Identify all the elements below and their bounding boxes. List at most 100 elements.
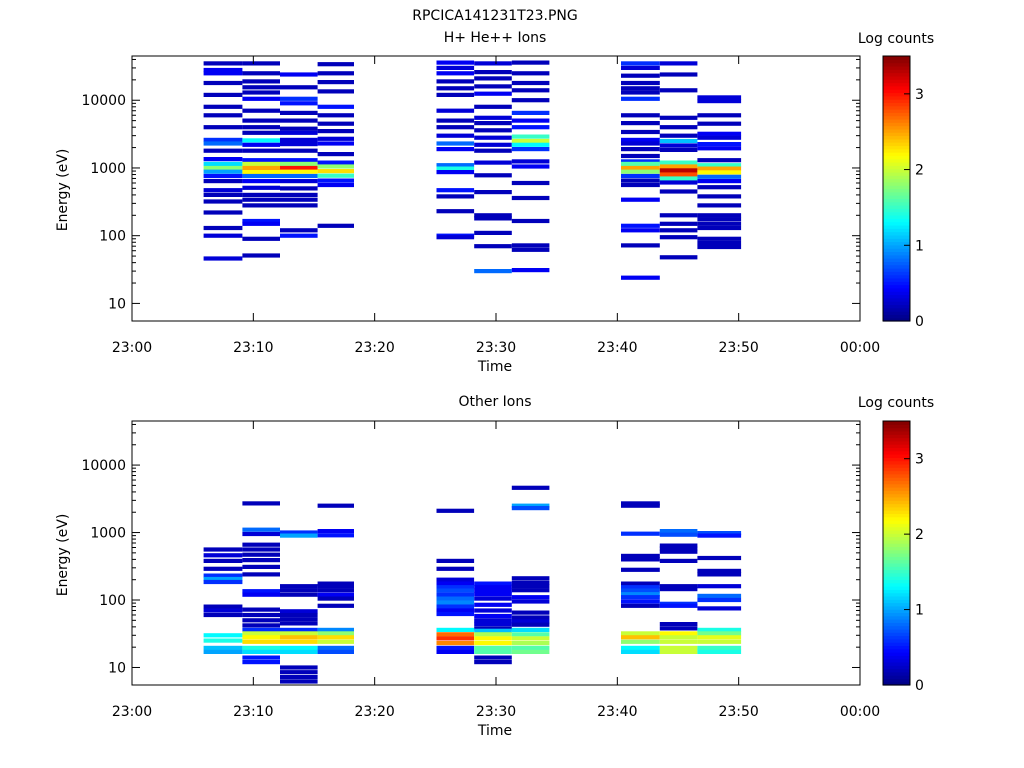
heatmap-cells bbox=[203, 60, 742, 280]
heatmap-cell bbox=[621, 137, 660, 142]
heatmap-cell bbox=[474, 649, 512, 654]
heatmap-cell bbox=[436, 209, 475, 214]
heatmap-cell bbox=[659, 160, 698, 165]
heatmap-cell bbox=[511, 218, 550, 224]
heatmap-cell bbox=[474, 216, 512, 221]
colorbar-segment bbox=[883, 65, 910, 70]
colorbar-segment bbox=[883, 582, 910, 587]
colorbar-segment bbox=[883, 208, 910, 213]
heatmap-cell bbox=[203, 141, 243, 146]
heatmap-cell bbox=[203, 649, 243, 654]
colorbar-segment bbox=[883, 586, 910, 590]
heatmap-cell bbox=[436, 577, 475, 582]
heatmap-cell bbox=[436, 133, 475, 138]
heatmap-cell bbox=[697, 236, 742, 241]
colorbar-segment bbox=[883, 201, 910, 206]
heatmap-cell bbox=[203, 92, 243, 97]
colorbar-segment bbox=[883, 559, 910, 564]
heatmap-cell bbox=[280, 169, 318, 174]
heatmap-cell bbox=[621, 173, 660, 179]
x-axis-label: Time bbox=[477, 359, 512, 375]
heatmap-cell bbox=[242, 612, 280, 618]
heatmap-cell bbox=[474, 269, 512, 274]
heatmap-cell bbox=[242, 558, 280, 563]
colorbar-segment bbox=[883, 311, 910, 315]
colorbar-segment bbox=[883, 473, 910, 478]
colorbar-segment bbox=[883, 454, 910, 458]
heatmap-cell bbox=[659, 115, 698, 120]
heatmap-cell bbox=[203, 566, 243, 571]
heatmap-cell bbox=[697, 597, 742, 603]
heatmap-cell bbox=[697, 131, 742, 136]
heatmap-cell bbox=[203, 547, 243, 552]
heatmap-cell bbox=[697, 166, 742, 171]
heatmap-cell bbox=[242, 158, 280, 163]
heatmap-cell bbox=[203, 137, 243, 142]
colorbar-segment bbox=[883, 665, 910, 670]
heatmap-cell bbox=[203, 148, 243, 153]
heatmap-cell bbox=[317, 584, 354, 589]
heatmap-cell bbox=[474, 645, 512, 650]
colorbar-segment bbox=[883, 671, 910, 676]
colorbar-segment bbox=[883, 496, 910, 501]
heatmap-cell bbox=[280, 110, 318, 115]
heatmap-cell bbox=[436, 604, 475, 609]
heatmap-cell bbox=[436, 60, 475, 65]
heatmap-cell bbox=[474, 61, 512, 66]
heatmap-cell bbox=[511, 580, 550, 585]
heatmap-cell bbox=[317, 631, 354, 636]
heatmap-cell bbox=[621, 553, 660, 558]
heatmap-cell bbox=[621, 129, 660, 135]
colorbar-segment bbox=[883, 181, 910, 186]
colorbar-segment bbox=[883, 317, 910, 322]
colorbar-segment bbox=[883, 490, 910, 495]
colorbar-segment bbox=[883, 533, 910, 538]
heatmap-cell bbox=[436, 92, 475, 97]
heatmap-cell bbox=[697, 221, 742, 226]
colorbar: 0 1 2 3 bbox=[882, 420, 924, 694]
heatmap-cell bbox=[697, 533, 742, 538]
heatmap-cell bbox=[280, 631, 318, 636]
heatmap-cell bbox=[280, 588, 318, 593]
colorbar-segment bbox=[883, 221, 910, 226]
heatmap-cell bbox=[280, 621, 318, 626]
heatmap-cell bbox=[203, 579, 243, 585]
heatmap-cell bbox=[474, 128, 512, 133]
heatmap-cell bbox=[474, 588, 512, 593]
heatmap-cell bbox=[511, 134, 550, 139]
heatmap-cell bbox=[280, 72, 318, 77]
heatmap-cell bbox=[621, 243, 660, 248]
y-tick-label: 10000 bbox=[81, 458, 126, 474]
heatmap-cell bbox=[474, 596, 512, 601]
heatmap-cell bbox=[511, 595, 550, 600]
heatmap-cell bbox=[280, 158, 318, 163]
heatmap-cell bbox=[317, 533, 354, 538]
colorbar-segment bbox=[883, 553, 910, 557]
heatmap-cell bbox=[436, 166, 475, 171]
colorbar-segment bbox=[883, 576, 910, 580]
colorbar-segment bbox=[883, 572, 910, 577]
heatmap-cell bbox=[242, 96, 280, 101]
heatmap-cell bbox=[280, 533, 318, 538]
heatmap-cell bbox=[659, 645, 698, 650]
colorbar-segment bbox=[883, 628, 910, 633]
heatmap-cell bbox=[317, 160, 354, 165]
heatmap-cell bbox=[317, 80, 354, 85]
panel-title: H+ He++ Ions bbox=[444, 30, 547, 46]
heatmap-cell bbox=[511, 641, 550, 646]
colorbar-segment bbox=[883, 211, 910, 216]
colorbar-segment bbox=[883, 513, 910, 518]
colorbar-segment bbox=[883, 595, 910, 600]
colorbar-segment bbox=[883, 142, 910, 147]
colorbar-segment bbox=[883, 655, 910, 660]
heatmap-cell bbox=[659, 235, 698, 240]
heatmap-cell bbox=[474, 230, 512, 235]
heatmap-cell bbox=[317, 178, 354, 183]
heatmap-cell bbox=[697, 95, 742, 100]
heatmap-cell bbox=[280, 584, 318, 589]
heatmap-cell bbox=[203, 179, 243, 184]
colorbar-segment bbox=[883, 261, 910, 266]
colorbar-segment bbox=[883, 592, 910, 597]
colorbar-segment bbox=[883, 457, 910, 462]
heatmap-cell bbox=[242, 253, 280, 258]
